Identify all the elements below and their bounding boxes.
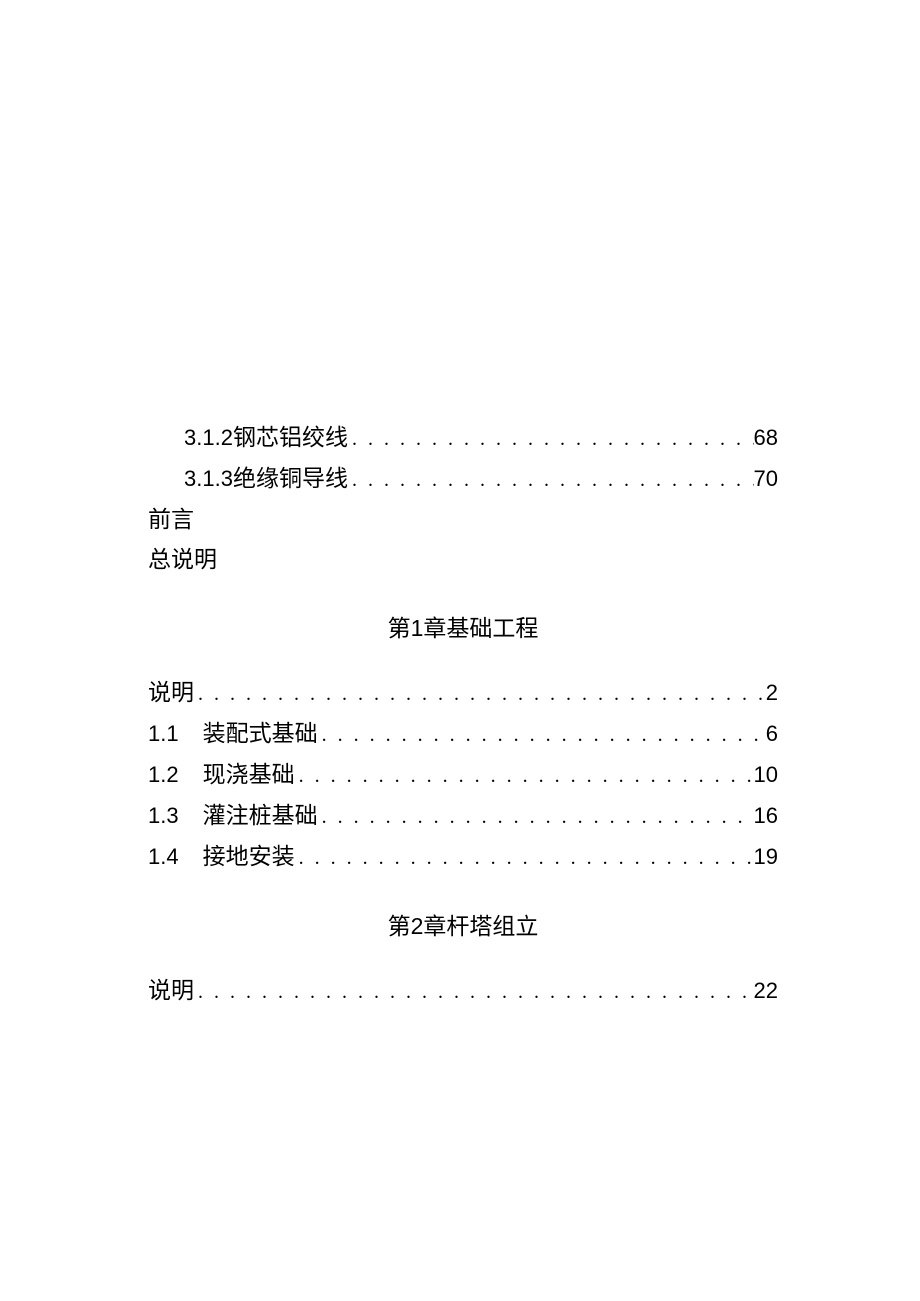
toc-entry-label: 灌注桩基础: [203, 796, 318, 836]
toc-dot-leader: [348, 460, 754, 500]
toc-entry-section: 1.1: [148, 714, 179, 754]
toc-entry-section: 1.2: [148, 755, 179, 795]
toc-entry-page: 22: [754, 971, 778, 1011]
front-matter-line: 总说明: [148, 540, 778, 580]
toc-entry-page: 70: [754, 459, 778, 499]
toc-entry-label: 钢芯铝绞线: [233, 418, 348, 458]
chapter-heading: 第2章杆塔组立: [148, 906, 778, 947]
toc-dot-leader: [348, 419, 754, 459]
chapter-number: 2: [411, 913, 424, 939]
toc-entry-label: 接地安装: [203, 837, 295, 877]
toc-entry: 1.3 灌注桩基础 16: [148, 796, 778, 837]
chapter-suffix: 章基础工程: [423, 616, 538, 641]
chapter-prefix: 第: [388, 616, 411, 641]
toc-dot-leader: [318, 715, 766, 755]
toc-entry-section: 1.4: [148, 837, 179, 877]
chapter-heading: 第1章基础工程: [148, 608, 778, 649]
toc-entry-page: 10: [754, 755, 778, 795]
toc-entry: 1.1 装配式基础 6: [148, 714, 778, 755]
toc-entry: 1.4 接地安装 19: [148, 837, 778, 878]
toc-entry-page: 2: [766, 673, 778, 713]
toc-dot-leader: [295, 756, 754, 796]
page-content: 3.1.2 钢芯铝绞线 68 3.1.3 绝缘铜导线 70 前言 总说明 第1章…: [148, 418, 778, 1012]
chapter-prefix: 第: [388, 914, 411, 939]
toc-dot-leader: [194, 674, 766, 714]
toc-entry: 说明 2: [148, 673, 778, 714]
toc-dot-leader: [295, 838, 754, 878]
toc-entry: 3.1.2 钢芯铝绞线 68: [148, 418, 778, 459]
toc-entry: 说明 22: [148, 971, 778, 1012]
toc-entry: 3.1.3 绝缘铜导线 70: [148, 459, 778, 500]
toc-entry-label: 说明: [148, 673, 194, 713]
toc-entry-label: 绝缘铜导线: [233, 459, 348, 499]
toc-entry-number: 3.1.3: [184, 459, 233, 499]
chapter-number: 1: [411, 615, 424, 641]
toc-dot-leader: [194, 972, 754, 1012]
toc-entry-label: 说明: [148, 971, 194, 1011]
toc-entry-page: 6: [766, 714, 778, 754]
toc-entry-label: 现浇基础: [203, 755, 295, 795]
toc-entry-page: 16: [754, 796, 778, 836]
chapter-suffix: 章杆塔组立: [423, 914, 538, 939]
toc-entry-section: 1.3: [148, 796, 179, 836]
toc-entry-page: 19: [754, 837, 778, 877]
toc-entry-label: 装配式基础: [203, 714, 318, 754]
toc-entry-number: 3.1.2: [184, 418, 233, 458]
front-matter-line: 前言: [148, 500, 778, 540]
toc-dot-leader: [318, 797, 754, 837]
toc-entry-page: 68: [754, 418, 778, 458]
toc-entry: 1.2 现浇基础 10: [148, 755, 778, 796]
